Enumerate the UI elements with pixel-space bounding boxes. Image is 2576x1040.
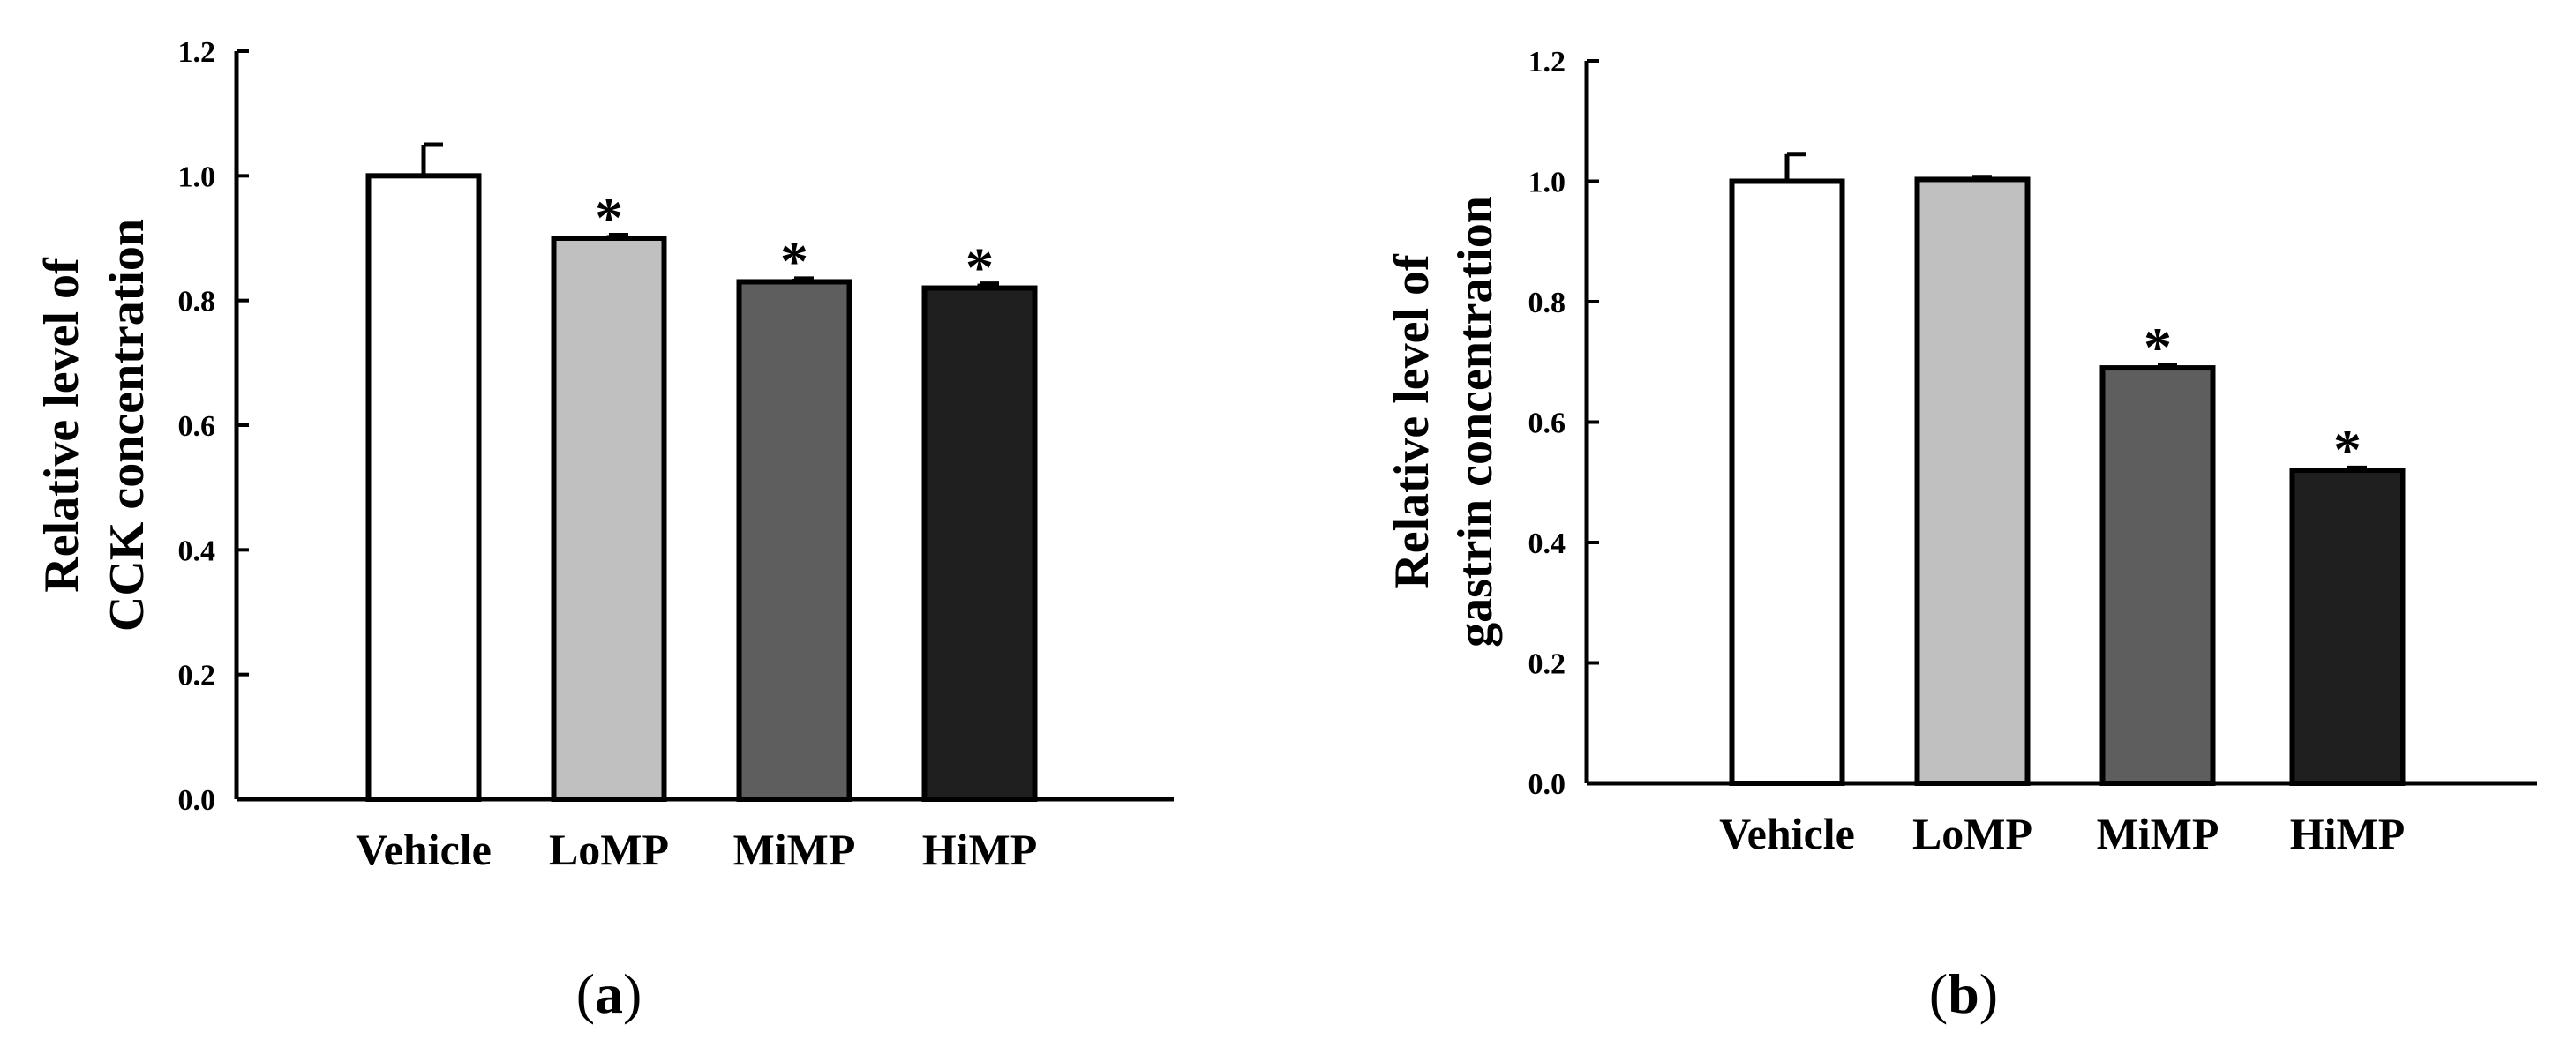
y-tick-label: 0.0	[178, 784, 216, 817]
category-label: MiMP	[2097, 809, 2219, 858]
y-axis-label: gastrin concentration	[1448, 196, 1503, 647]
y-tick-label: 0.6	[178, 410, 216, 443]
significance-marker: *	[595, 186, 623, 249]
category-label: LoMP	[549, 825, 669, 874]
category-label: MiMP	[733, 825, 856, 874]
bar-mimp	[2099, 365, 2216, 786]
category-label: HiMP	[2290, 809, 2406, 858]
y-tick-label: 1.0	[1528, 167, 1566, 199]
chart-panel-b: 0.0 0.2 0.4 0.6 0.8 1.0 1.2 Vehicle LoMP * MiMP * Hi…	[1385, 46, 2537, 1025]
panel-caption: (a)	[576, 962, 642, 1025]
category-label: LoMP	[1912, 809, 2032, 858]
y-tick-label: 0.4	[1528, 527, 1566, 560]
significance-marker: *	[780, 229, 808, 292]
bar-mimp	[736, 279, 852, 802]
y-tick-label: 1.2	[1528, 46, 1566, 79]
y-tick-label: 0.2	[178, 660, 216, 692]
chart-panel-a: 0.0 0.2 0.4 0.6 0.8 1.0 1.2 Vehicle * LoMP * MiMP * H…	[34, 36, 1174, 1025]
bar-himp	[921, 285, 1038, 802]
y-tick-label: 1.0	[178, 161, 216, 193]
y-tick-label: 0.8	[178, 286, 216, 318]
category-label: Vehicle	[1719, 809, 1855, 858]
bar-vehicle	[365, 173, 482, 803]
y-tick-label: 0.8	[1528, 287, 1566, 319]
y-axis-label: Relative level of	[1385, 253, 1439, 589]
y-tick-label: 1.2	[178, 36, 216, 69]
y-tick-label: 0.6	[1528, 408, 1566, 440]
bar-lomp	[1914, 176, 2031, 786]
category-label: HiMP	[922, 825, 1038, 874]
y-axis-label: CCK concentration	[100, 219, 154, 632]
y-tick-label: 0.2	[1528, 648, 1566, 681]
bar-himp	[2289, 468, 2406, 786]
significance-marker: *	[965, 236, 994, 299]
y-tick-label: 0.0	[1528, 768, 1566, 801]
bar-vehicle	[1729, 178, 1845, 786]
panel-caption: (b)	[1929, 962, 1998, 1025]
bar-lomp	[551, 236, 667, 802]
y-tick-label: 0.4	[178, 535, 216, 567]
y-axis-label: Relative level of	[34, 257, 89, 593]
significance-marker: *	[2144, 316, 2172, 378]
significance-marker: *	[2333, 418, 2362, 481]
category-label: Vehicle	[356, 825, 492, 874]
